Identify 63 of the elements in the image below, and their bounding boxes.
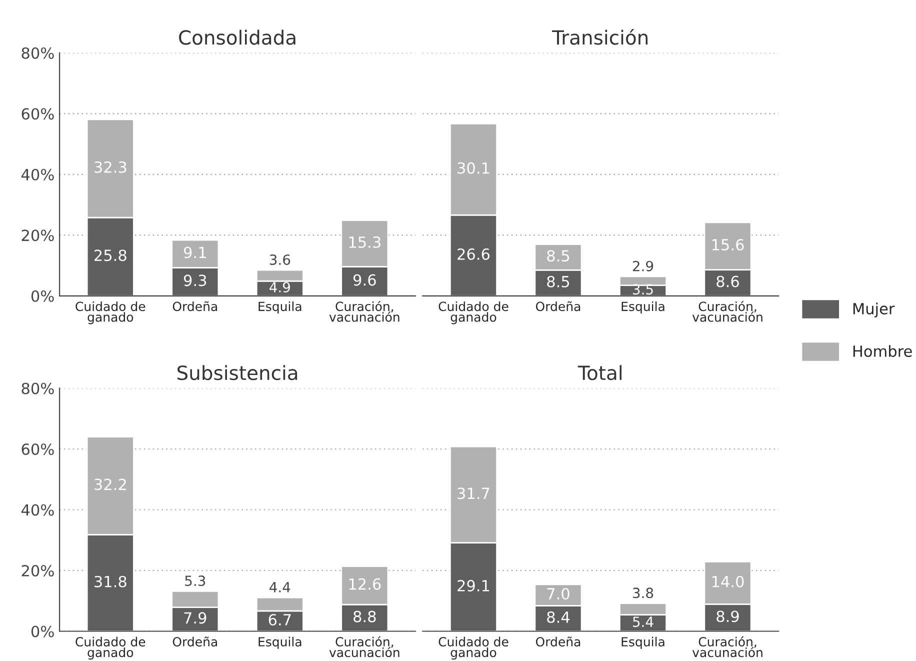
x-tick-label: Esquila <box>622 636 664 649</box>
y-tick-label: 0% <box>31 290 54 302</box>
x-tick-label: Cuidado de ganado <box>438 636 508 660</box>
legend-label: Mujer <box>853 302 895 318</box>
x-tick-label: Esquila <box>258 636 302 649</box>
x-tick-label: Ordeña <box>536 636 580 646</box>
chart-title: Consolidada <box>179 30 296 45</box>
y-tick-label: 80% <box>22 47 54 59</box>
y-tick-label: 40% <box>21 504 54 516</box>
data-label: 8.8 <box>354 610 376 622</box>
data-label: 5.4 <box>633 616 654 628</box>
legend-label: Hombre <box>853 345 912 357</box>
data-label: 32.2 <box>94 478 126 490</box>
x-tick-label: Cuidado de ganado <box>76 636 146 660</box>
x-tick-label: Ordeña <box>172 636 217 646</box>
data-label: 31.8 <box>94 576 126 588</box>
data-label: 5.3 <box>185 576 206 586</box>
data-label: 30.1 <box>458 162 490 174</box>
y-tick-label: 40% <box>21 168 54 180</box>
data-label: 7.9 <box>184 612 206 624</box>
data-label: 8.5 <box>547 250 570 262</box>
data-label: 15.6 <box>712 238 744 251</box>
data-label: 3.8 <box>633 588 654 598</box>
data-label: 3.6 <box>270 254 290 265</box>
chart-title: Total <box>578 365 622 380</box>
x-tick-label: Ordeña <box>172 301 217 312</box>
x-tick-label: Esquila <box>622 301 664 314</box>
data-label: 9.1 <box>184 246 206 258</box>
data-label: 9.3 <box>184 274 206 286</box>
data-label: 8.9 <box>716 610 739 622</box>
y-tick-label: 80% <box>22 382 54 394</box>
y-tick-label: 60% <box>22 443 54 456</box>
x-tick-label: Cuidado de ganado <box>438 301 508 324</box>
data-label: 7.0 <box>547 588 570 600</box>
chart-title: Transición <box>552 28 648 45</box>
x-tick-label: Cuidado de ganado <box>76 301 146 324</box>
data-label: 8.6 <box>716 276 739 288</box>
x-tick-label: Curación, vacunación <box>329 300 400 322</box>
data-label: 31.7 <box>458 488 490 500</box>
y-tick-label: 20% <box>22 564 54 577</box>
data-label: 2.9 <box>632 260 654 272</box>
y-tick-label: 20% <box>22 230 54 242</box>
data-label: 4.4 <box>270 582 290 592</box>
data-label: 26.6 <box>458 248 490 260</box>
data-label: 8.5 <box>547 276 570 288</box>
x-tick-label: Curación, vacunación <box>329 636 400 658</box>
x-tick-label: Curación, vacunación <box>692 636 762 658</box>
x-tick-label: Esquila <box>258 301 302 314</box>
y-tick-label: 0% <box>31 626 54 638</box>
data-label: 32.3 <box>94 161 126 173</box>
data-label: 12.6 <box>349 578 381 590</box>
data-label: 14.0 <box>712 576 744 588</box>
data-label: 15.3 <box>349 236 380 248</box>
data-label: 4.9 <box>270 282 290 292</box>
data-label: 8.4 <box>547 611 570 623</box>
chart-title: Subsistencia <box>178 365 298 380</box>
data-label: 6.7 <box>268 614 291 626</box>
x-tick-label: Ordeña <box>536 301 580 312</box>
x-tick-label: Curación, vacunación <box>692 300 762 322</box>
data-label: 29.1 <box>458 580 490 592</box>
y-tick-label: 60% <box>22 108 54 120</box>
data-label: 25.8 <box>94 250 126 262</box>
data-label: 9.6 <box>353 274 376 286</box>
